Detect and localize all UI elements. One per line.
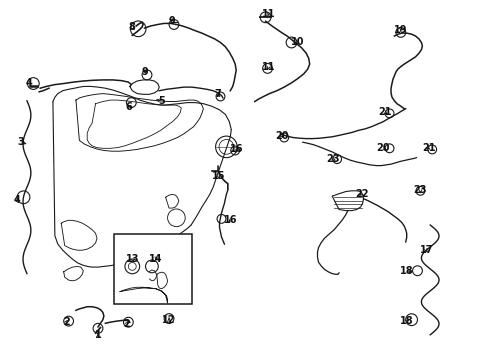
Text: 7: 7 <box>215 89 221 99</box>
Text: 5: 5 <box>158 96 165 106</box>
Text: 16: 16 <box>230 144 244 154</box>
Text: 18: 18 <box>400 316 414 326</box>
Bar <box>114 234 192 304</box>
Text: 9: 9 <box>142 67 148 77</box>
Text: 23: 23 <box>414 185 427 195</box>
Text: 19: 19 <box>394 24 408 35</box>
Text: 10: 10 <box>291 37 304 48</box>
Text: 8: 8 <box>129 22 136 32</box>
Text: 13: 13 <box>126 254 140 264</box>
Text: 21: 21 <box>422 143 436 153</box>
Text: 14: 14 <box>149 254 163 264</box>
Text: 12: 12 <box>162 315 176 325</box>
Text: 20: 20 <box>275 131 289 141</box>
Text: 11: 11 <box>262 9 275 19</box>
Text: 4: 4 <box>14 195 21 205</box>
Text: 15: 15 <box>212 171 225 181</box>
Text: 1: 1 <box>95 330 101 340</box>
Text: 17: 17 <box>419 245 433 255</box>
Text: 21: 21 <box>378 107 392 117</box>
Text: 9: 9 <box>168 16 175 26</box>
Text: 6: 6 <box>125 102 132 112</box>
Text: 2: 2 <box>63 317 70 327</box>
Text: 2: 2 <box>123 319 130 329</box>
Text: 16: 16 <box>223 215 237 225</box>
Text: 22: 22 <box>355 189 368 199</box>
Text: 18: 18 <box>400 266 414 276</box>
Text: 3: 3 <box>17 137 24 147</box>
Text: 23: 23 <box>326 154 340 164</box>
Text: 11: 11 <box>262 62 275 72</box>
Text: 20: 20 <box>376 143 390 153</box>
Text: 4: 4 <box>26 78 33 88</box>
